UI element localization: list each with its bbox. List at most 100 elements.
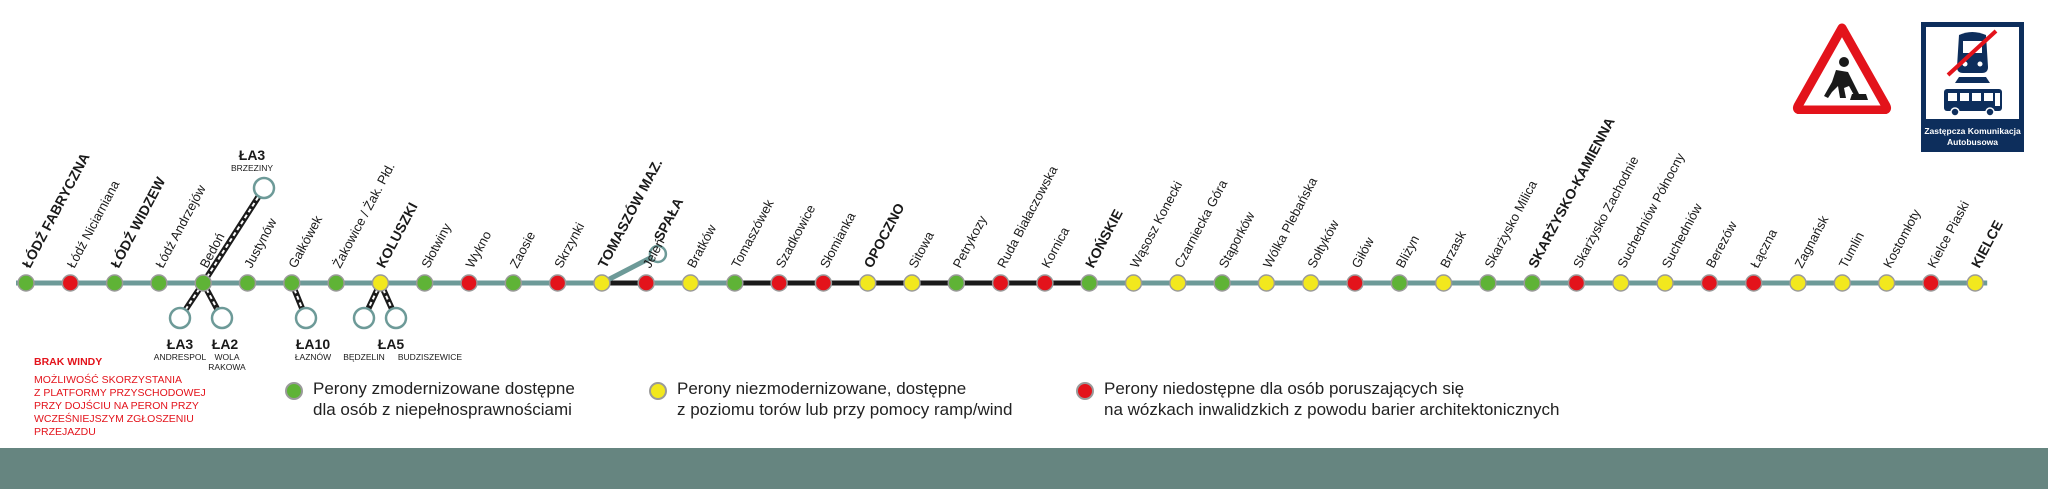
station-dot-yellow bbox=[903, 274, 921, 292]
station-dot-yellow bbox=[371, 274, 390, 292]
no-elevator-title: BRAK WINDY bbox=[34, 356, 103, 368]
connection-dest: ANDRESPOL bbox=[154, 352, 207, 362]
bus-stop-marker bbox=[384, 306, 408, 330]
station-label: KOLUSZKI bbox=[373, 200, 421, 271]
station-dot-yellow bbox=[1169, 274, 1187, 292]
bus-sign-line: Autobusowa bbox=[1947, 137, 1998, 147]
connection-dest: BRZEZINY bbox=[231, 163, 273, 173]
station-dot-red bbox=[460, 274, 478, 292]
station-label: Sitowa bbox=[905, 228, 937, 270]
station-dot-green bbox=[17, 274, 35, 292]
connection-code: ŁA2 bbox=[212, 336, 239, 352]
station-label: KOŃSKIE bbox=[1082, 207, 1126, 271]
train-crossed-icon bbox=[1944, 29, 2002, 117]
no-elevator-line: PRZY DOJŚCIU NA PERON PRZY bbox=[34, 400, 199, 412]
connection-dest: ŁAZNÓW bbox=[295, 352, 331, 362]
station-label: Łączna bbox=[1747, 226, 1780, 271]
bus-stop-marker bbox=[352, 306, 376, 330]
station-dot-yellow bbox=[858, 274, 877, 292]
station-label: Szadkowice bbox=[773, 202, 819, 270]
station-dot-red bbox=[61, 274, 80, 292]
station-dot-yellow bbox=[681, 274, 700, 292]
station-dot-red bbox=[991, 274, 1010, 292]
station-label: Berezów bbox=[1703, 218, 1740, 270]
green-dot-icon bbox=[285, 382, 303, 400]
station-label: Gałkówek bbox=[285, 213, 325, 271]
red-dot-icon bbox=[1076, 382, 1094, 400]
station-label: Sołtyków bbox=[1304, 217, 1342, 271]
station-dot-yellow bbox=[1434, 274, 1453, 292]
bus-stop-marker bbox=[168, 306, 192, 330]
yellow-dot-icon bbox=[649, 382, 667, 400]
station-label: OPOCZNO bbox=[860, 200, 907, 270]
replacement-bus-sign: Zastępcza Komunikacja Autobusowa bbox=[1921, 22, 2024, 152]
station-dot-yellow bbox=[1257, 274, 1276, 292]
station-label: Słotwiny bbox=[418, 220, 454, 270]
station-label: Tomaszówek bbox=[728, 197, 777, 271]
station-dot-green bbox=[1390, 274, 1409, 292]
station-dot-green bbox=[726, 274, 744, 292]
station-dot-yellow bbox=[593, 274, 611, 292]
legend-text: Perony zmodernizowane dostępne dla osób … bbox=[313, 378, 575, 420]
station-dot-green bbox=[1080, 274, 1098, 292]
station-dot-green bbox=[415, 274, 434, 292]
station-dot-green bbox=[283, 274, 301, 292]
station-dot-yellow bbox=[1612, 274, 1630, 292]
bus-sign-line: Zastępcza Komunikacja bbox=[1924, 126, 2021, 136]
station-dot-green bbox=[105, 274, 124, 292]
station-label: SKARŻYSKO-KAMIENNA bbox=[1525, 115, 1618, 271]
bus-stop-marker bbox=[294, 306, 318, 330]
station-dot-green bbox=[194, 274, 212, 292]
station-dot-green bbox=[1479, 274, 1497, 292]
legend-line: z poziomu torów lub przy pomocy ramp/win… bbox=[677, 400, 1013, 419]
station-dot-green bbox=[327, 274, 345, 292]
station-dot-yellow bbox=[1833, 274, 1852, 292]
legend-line: dla osób z niepełnosprawnościami bbox=[313, 400, 572, 419]
station-dot-green bbox=[1523, 274, 1541, 292]
station-label: SPAŁA bbox=[650, 195, 686, 243]
station-label: Skrzynki bbox=[551, 220, 587, 271]
station-label: Bliżyn bbox=[1393, 233, 1423, 271]
station-dot-red bbox=[637, 274, 655, 292]
station-dot-green bbox=[1213, 274, 1231, 292]
station-label: KIELCE bbox=[1968, 218, 2006, 271]
legend-line: na wózkach inwalidzkich z powodu barier … bbox=[1104, 400, 1560, 419]
connection-dest: BĘDZELIN bbox=[343, 352, 385, 362]
no-elevator-line: Z PLATFORMY PRZYSCHODOWEJ bbox=[34, 387, 206, 399]
legend-line: Perony niezmodernizowane, dostępne bbox=[677, 379, 967, 398]
station-label: Kostomłoty bbox=[1880, 206, 1924, 270]
bus-stop-marker bbox=[210, 306, 234, 330]
no-elevator-line: WCZEŚNIEJSZYM ZGŁOSZENIU bbox=[34, 413, 194, 425]
connection-dest: BUDZISZEWICE bbox=[398, 352, 463, 362]
connection-code: ŁA3 bbox=[239, 147, 266, 163]
station-dot-red bbox=[814, 274, 833, 292]
station-dot-yellow bbox=[1301, 274, 1320, 292]
station-dot-red bbox=[548, 274, 567, 292]
station-label: Kielce Piaski bbox=[1924, 198, 1972, 270]
no-elevator-line: PRZEJAZDU bbox=[34, 426, 96, 438]
station-dot-red bbox=[1346, 274, 1364, 292]
bus-sign-label: Zastępcza Komunikacja Autobusowa bbox=[1923, 126, 2022, 148]
bus-icon bbox=[1944, 89, 2002, 117]
legend-item-yellow: Perony niezmodernizowane, dostępne z poz… bbox=[649, 378, 1012, 420]
connection-dest: WOLA bbox=[214, 352, 239, 362]
legend-line: Perony zmodernizowane dostępne bbox=[313, 379, 575, 398]
bus-sign-panel bbox=[1926, 27, 2019, 119]
station-label: Brzask bbox=[1437, 228, 1469, 271]
station-label: Stąporków bbox=[1216, 209, 1258, 271]
legend-line: Perony niedostępne dla osób poruszającyc… bbox=[1104, 379, 1465, 398]
connection-code: ŁA10 bbox=[296, 336, 330, 352]
station-dot-red bbox=[1922, 274, 1940, 292]
connection-code: ŁA5 bbox=[378, 336, 405, 352]
station-label: Petrykozy bbox=[950, 213, 990, 271]
station-dot-green bbox=[238, 274, 257, 292]
station-label: Kornica bbox=[1038, 224, 1072, 271]
station-dot-yellow bbox=[1124, 274, 1143, 292]
station-label: Bratków bbox=[684, 221, 720, 270]
station-label: Zaosie bbox=[507, 229, 539, 271]
station-dot-red bbox=[1567, 274, 1586, 292]
legend-item-red: Perony niedostępne dla osób poruszającyc… bbox=[1076, 378, 1559, 420]
legend-text: Perony niezmodernizowane, dostępne z poz… bbox=[677, 378, 1012, 420]
